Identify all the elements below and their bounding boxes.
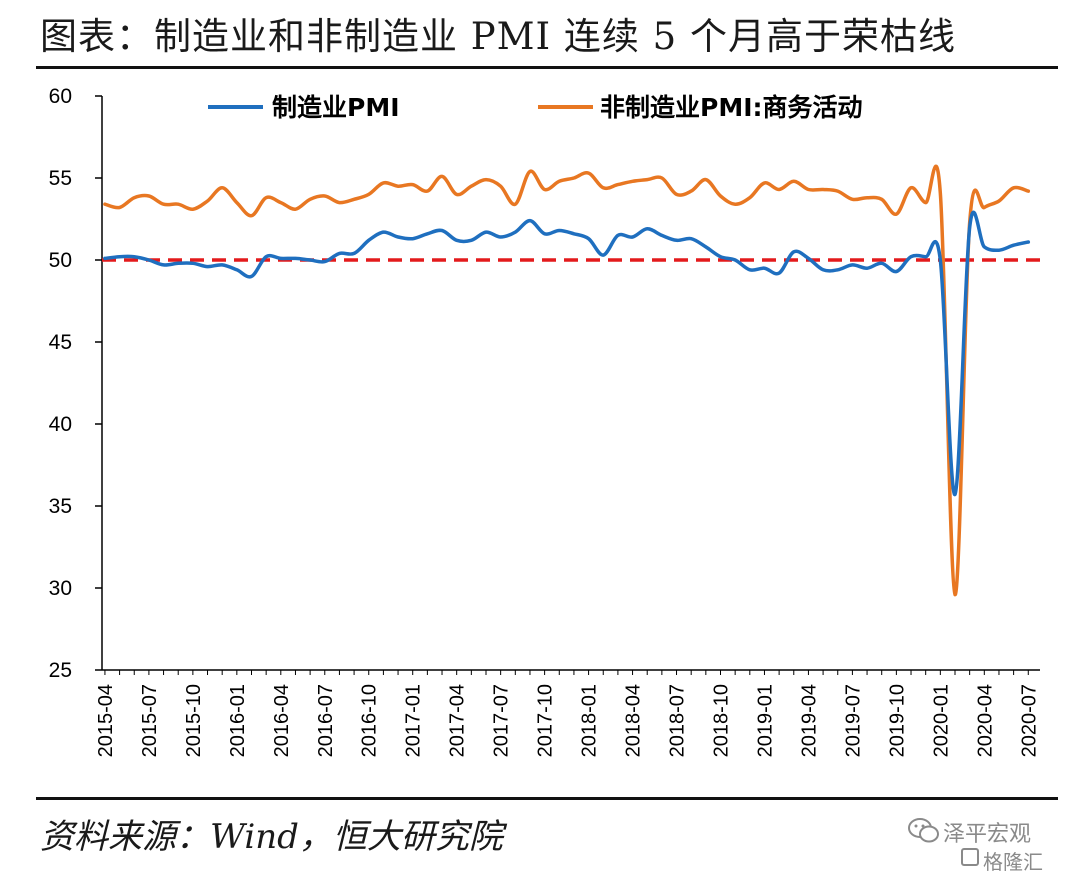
x-tick-label: 2019-01: [754, 684, 776, 757]
y-tick-label: 35: [49, 495, 72, 518]
y-tick-label: 30: [49, 577, 72, 600]
x-tick-label: 2016-10: [359, 684, 381, 757]
x-tick-label: 2015-10: [183, 684, 205, 757]
x-tick-label: 2018-01: [579, 684, 601, 757]
x-tick-label: 2017-07: [491, 684, 513, 757]
title-divider: [36, 66, 1058, 69]
y-tick-label: 45: [49, 331, 72, 354]
x-tick-label: 2015-07: [139, 684, 161, 757]
legend: 制造业PMI 非制造业PMI:商务活动: [208, 93, 863, 122]
x-tick-label: 2017-04: [447, 684, 469, 757]
chart-title: 图表：制造业和非制造业 PMI 连续 5 个月高于荣枯线: [40, 15, 956, 58]
watermark-text-zepinghongguan: 泽平宏观: [943, 822, 1032, 847]
source-note: 资料来源：Wind，恒大研究院: [40, 817, 503, 857]
source-divider: [36, 797, 1058, 800]
x-tick-label: 2015-04: [95, 684, 117, 757]
x-tick-label: 2018-10: [710, 684, 732, 757]
x-tick-label: 2019-07: [842, 684, 864, 757]
series-line-nonmanufacturing: [103, 164, 1031, 597]
x-tick-label: 2020-07: [1018, 684, 1040, 757]
watermark: 泽平宏观 格隆汇: [905, 814, 1075, 876]
watermark-text-gelonghui: 格隆汇: [983, 850, 1043, 874]
x-tick-label: 2020-04: [974, 684, 996, 757]
gelonghui-logo-icon: [961, 848, 979, 866]
y-tick-label: 25: [49, 659, 72, 682]
legend-label-manufacturing: 制造业PMI: [272, 93, 400, 122]
x-tick-label: 2018-07: [667, 684, 689, 757]
y-tick-label: 60: [49, 85, 72, 108]
x-tick-label: 2016-07: [315, 684, 337, 757]
series-line-manufacturing: [103, 210, 1031, 497]
y-tick-label: 55: [49, 167, 72, 190]
wechat-icon: [908, 818, 939, 843]
y-tick-label: 50: [49, 249, 72, 272]
legend-label-nonmanufacturing: 非制造业PMI:商务活动: [600, 93, 863, 122]
series-layer: [103, 164, 1031, 597]
x-tick-label: 2017-01: [403, 684, 425, 757]
x-tick-label: 2019-04: [798, 684, 820, 757]
x-tick-label: 2019-10: [886, 684, 908, 757]
pmi-line-chart: 25 30 35 40 45 50 55 60 2015-04 2015-07 2015-10 201…: [49, 85, 1041, 757]
x-tick-label: 2016-04: [271, 684, 293, 757]
y-tick-label: 40: [49, 413, 72, 436]
x-tick-label: 2020-01: [930, 684, 952, 757]
axes-layer: 25 30 35 40 45 50 55 60 2015-04 2015-07 2015-10 201…: [49, 85, 1041, 757]
x-tick-label: 2017-10: [535, 684, 557, 757]
x-tick-label: 2016-01: [227, 684, 249, 757]
x-tick-label: 2018-04: [623, 684, 645, 757]
